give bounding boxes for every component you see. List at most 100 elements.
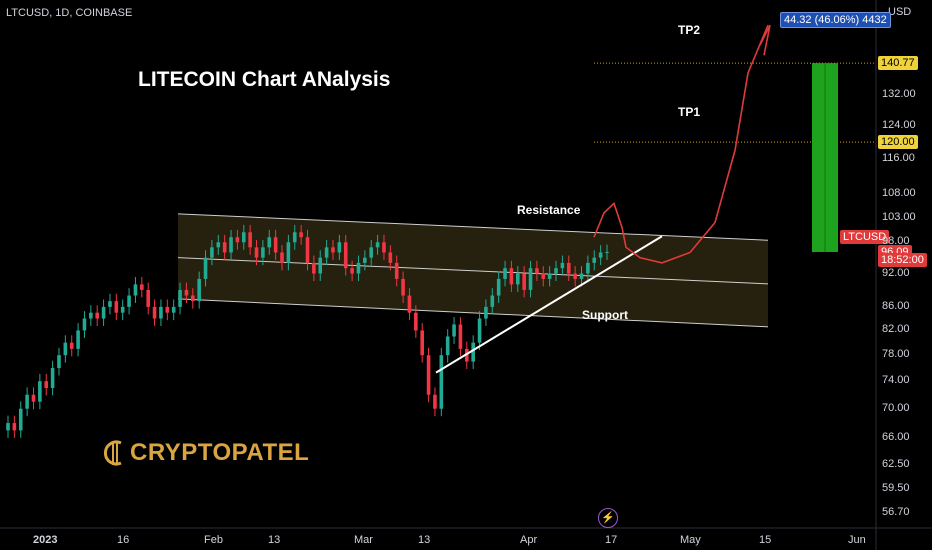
y-tick-label: 98.00: [882, 235, 910, 248]
candle-body: [337, 242, 342, 253]
x-tick-label: 2023: [33, 534, 58, 546]
channel-midline: [177, 257, 769, 285]
candle-body: [477, 318, 482, 343]
y-tick-label: 74.00: [882, 374, 910, 387]
y-tick-label: 56.70: [882, 505, 910, 518]
x-tick-label: Mar: [354, 534, 373, 546]
candle-body: [286, 242, 291, 263]
candle-body: [445, 336, 450, 356]
candle-body: [324, 247, 329, 258]
candle-body: [598, 252, 603, 258]
candle-body: [184, 289, 189, 296]
candle-body: [76, 330, 80, 349]
candle-body: [350, 268, 354, 274]
support-label: Support: [582, 308, 628, 322]
candle-body: [235, 237, 240, 243]
candle-body: [63, 342, 68, 356]
x-tick-label: Apr: [520, 534, 538, 546]
candles-group: [6, 224, 609, 438]
candle-body: [490, 295, 495, 307]
candle-body: [159, 306, 163, 319]
candle-body: [18, 408, 23, 431]
candle-body: [114, 301, 119, 313]
candle-body: [363, 257, 367, 263]
y-tick-label: 78.00: [882, 348, 910, 361]
y-tick-label: 86.00: [882, 299, 910, 312]
candle-body: [120, 306, 125, 313]
price-tag: 120.00: [878, 135, 918, 150]
candle-body: [222, 242, 227, 253]
candle-body: [535, 268, 539, 274]
candle-body: [318, 257, 323, 274]
brand-name: CRYPTOPATEL: [130, 439, 310, 466]
x-tick-label: 15: [759, 534, 772, 546]
candle-body: [560, 262, 565, 269]
candle-body: [465, 348, 469, 362]
candle-body: [44, 381, 49, 388]
candle-body: [592, 257, 597, 263]
candle-body: [108, 301, 112, 307]
candle-body: [401, 278, 405, 296]
symbol-header: LTCUSD, 1D, COINBASE: [6, 7, 133, 19]
support-line: [177, 298, 769, 328]
candle-body: [382, 242, 386, 253]
candle-body: [369, 247, 374, 258]
candle-body: [573, 273, 577, 279]
brand-logo: CRYPTOPATEL: [104, 438, 309, 468]
candle-body: [89, 312, 93, 319]
candle-body: [305, 237, 310, 263]
price-tag: 18:52:00: [878, 253, 927, 268]
candle-body: [554, 268, 558, 274]
candle-body: [566, 262, 571, 274]
candle-body: [496, 278, 501, 296]
candle-body: [216, 242, 221, 248]
y-tick-label: 70.00: [882, 401, 910, 414]
candle-body: [541, 273, 546, 279]
x-tick-label: 13: [418, 534, 431, 546]
candle-body: [388, 252, 393, 263]
y-tick-label: 124.00: [882, 118, 916, 131]
candle-body: [133, 284, 138, 296]
candle-body: [165, 306, 170, 313]
candle-body: [299, 232, 303, 238]
tp2-label: TP2: [678, 23, 701, 37]
candle-body: [509, 268, 514, 285]
candle-body: [375, 242, 380, 248]
candle-body: [210, 247, 214, 258]
candle-body: [254, 247, 259, 258]
y-tick-label: 116.00: [882, 151, 915, 164]
candle-body: [82, 318, 87, 331]
support-trendline: [435, 235, 663, 374]
y-tick-label: 132.00: [882, 87, 916, 100]
candle-body: [515, 273, 520, 285]
candle-body: [420, 330, 425, 356]
candle-body: [25, 394, 29, 409]
candle-body: [312, 262, 316, 274]
candle-body: [69, 342, 74, 349]
y-tick-label: 82.00: [882, 323, 910, 336]
resistance-line: [177, 213, 769, 241]
candle-body: [127, 295, 131, 307]
candle-body: [605, 252, 609, 254]
candle-body: [280, 252, 284, 263]
candle-body: [203, 257, 208, 279]
candle-body: [528, 268, 533, 290]
lightning-icon[interactable]: ⚡: [598, 508, 618, 528]
candle-body: [12, 423, 17, 431]
y-tick-label: 103.00: [882, 210, 916, 223]
candle-body: [229, 237, 233, 253]
candle-body: [522, 273, 526, 290]
y-tick-label: 59.50: [882, 482, 910, 495]
target-readout: 44.32 (46.06%) 4432: [780, 12, 891, 28]
candle-body: [273, 237, 278, 253]
candle-body: [547, 273, 552, 279]
candle-body: [458, 324, 463, 349]
y-tick-label: 62.50: [882, 457, 910, 470]
candle-body: [452, 324, 456, 337]
candle-body: [31, 394, 36, 402]
candle-body: [426, 355, 431, 395]
y-tick-label: 66.00: [882, 430, 910, 443]
x-tick-label: 17: [605, 534, 618, 546]
y-axis-unit: USD: [888, 6, 912, 18]
